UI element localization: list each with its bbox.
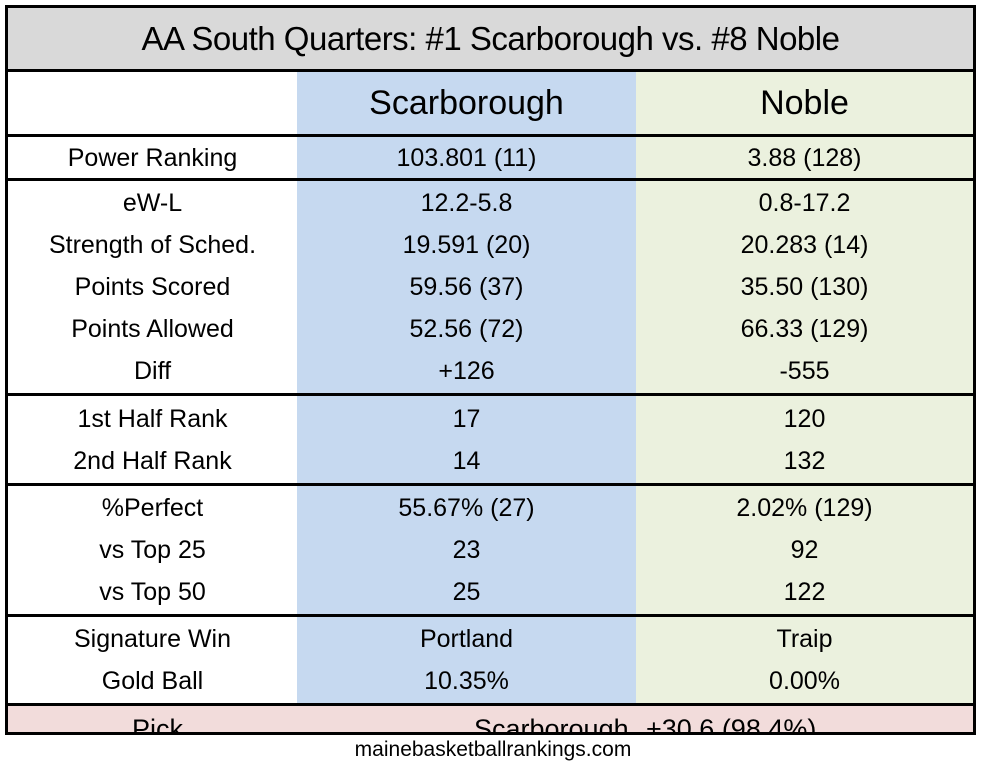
stat-label-column: 1st Half Rank 2nd Half Rank xyxy=(8,396,297,483)
stat-group: Signature Win Gold Ball Portland 10.35% Trai… xyxy=(8,617,973,706)
left-value: 12.2-5.8 xyxy=(420,189,513,217)
footer-website: mainebasketballrankings.com xyxy=(354,738,632,761)
stat-label: Points Scored xyxy=(74,273,231,301)
right-value: 3.88 (128) xyxy=(747,143,862,172)
stat-label: Power Ranking xyxy=(67,143,238,172)
stat-label: Points Allowed xyxy=(71,315,234,343)
header-blank-cell xyxy=(8,72,297,134)
pick-team: Scarborough xyxy=(474,714,629,735)
stat-label: Gold Ball xyxy=(101,667,204,695)
comparison-table: AA South Quarters: #1 Scarborough vs. #8… xyxy=(5,5,976,735)
left-value-column: 103.801 (11) xyxy=(297,137,636,178)
stat-label: eW-L xyxy=(122,189,183,217)
right-value: 0.00% xyxy=(769,667,840,695)
right-value: 132 xyxy=(783,446,826,475)
right-value: 122 xyxy=(783,578,826,606)
left-value: 103.801 (11) xyxy=(396,143,537,172)
right-value-column: 0.8-17.2 20.283 (14) 35.50 (130) 66.33 (129… xyxy=(636,181,973,393)
right-value-column: Traip 0.00% xyxy=(636,617,973,703)
left-value-column: 12.2-5.8 19.591 (20) 59.56 (37) 52.56 (72) +… xyxy=(297,181,636,393)
stat-label-column: Signature Win Gold Ball xyxy=(8,617,297,703)
left-value: +126 xyxy=(438,357,495,385)
left-value-column: Portland 10.35% xyxy=(297,617,636,703)
left-value: 55.67% (27) xyxy=(398,494,535,522)
right-value: -555 xyxy=(779,357,830,385)
table-title: AA South Quarters: #1 Scarborough vs. #8… xyxy=(8,8,973,72)
right-value: 0.8-17.2 xyxy=(758,189,851,217)
right-value: Traip xyxy=(776,625,833,653)
right-value: 66.33 (129) xyxy=(740,315,869,343)
left-value: 59.56 (37) xyxy=(409,273,524,301)
right-value: 35.50 (130) xyxy=(740,273,869,301)
right-value-column: 120 132 xyxy=(636,396,973,483)
pick-label: Pick xyxy=(132,714,184,735)
stat-groups: Power Ranking 103.801 (11) 3.88 (128) eW-L S… xyxy=(8,137,973,706)
pick-value: +30.6 (98.4%) xyxy=(646,714,817,735)
stat-label: vs Top 50 xyxy=(99,578,206,606)
stat-label: vs Top 25 xyxy=(99,536,206,564)
team-header-left: Scarborough xyxy=(297,72,636,134)
right-value-column: 2.02% (129) 92 122 xyxy=(636,486,973,614)
stat-label: Signature Win xyxy=(73,625,232,653)
right-value: 20.283 (14) xyxy=(740,231,869,259)
left-value: 52.56 (72) xyxy=(409,315,524,343)
stat-label-column: Power Ranking xyxy=(8,137,297,178)
stat-label: Strength of Sched. xyxy=(48,231,257,259)
right-value: 120 xyxy=(783,404,826,433)
stat-label-column: %Perfect vs Top 25 vs Top 50 xyxy=(8,486,297,614)
left-value: 23 xyxy=(452,536,481,564)
left-value: 14 xyxy=(452,446,481,475)
right-value: 2.02% (129) xyxy=(736,494,873,522)
left-value: 25 xyxy=(452,578,481,606)
left-value-column: 17 14 xyxy=(297,396,636,483)
left-value: 19.591 (20) xyxy=(402,231,531,259)
right-value-column: 3.88 (128) xyxy=(636,137,973,178)
stat-label: 2nd Half Rank xyxy=(73,446,232,475)
stat-group: eW-L Strength of Sched. Points Scored Point… xyxy=(8,181,973,396)
left-value: Portland xyxy=(419,625,514,653)
stat-group: %Perfect vs Top 25 vs Top 50 55.67% (27) 23 2… xyxy=(8,486,973,617)
left-value: 17 xyxy=(452,404,481,433)
stat-label-column: eW-L Strength of Sched. Points Scored Point… xyxy=(8,181,297,393)
stat-group: 1st Half Rank 2nd Half Rank 17 14 120 132 xyxy=(8,396,973,486)
stat-group: Power Ranking 103.801 (11) 3.88 (128) xyxy=(8,137,973,181)
right-value: 92 xyxy=(790,536,819,564)
pick-row: Pick Scarborough +30.6 (98.4%) xyxy=(8,706,973,735)
stat-label: 1st Half Rank xyxy=(77,404,228,433)
left-value-column: 55.67% (27) 23 25 xyxy=(297,486,636,614)
team-header-row: Scarborough Noble xyxy=(8,72,973,137)
stat-label: %Perfect xyxy=(101,494,204,522)
team-header-right: Noble xyxy=(636,72,973,134)
stat-label: Diff xyxy=(133,357,172,385)
left-value: 10.35% xyxy=(424,667,509,695)
